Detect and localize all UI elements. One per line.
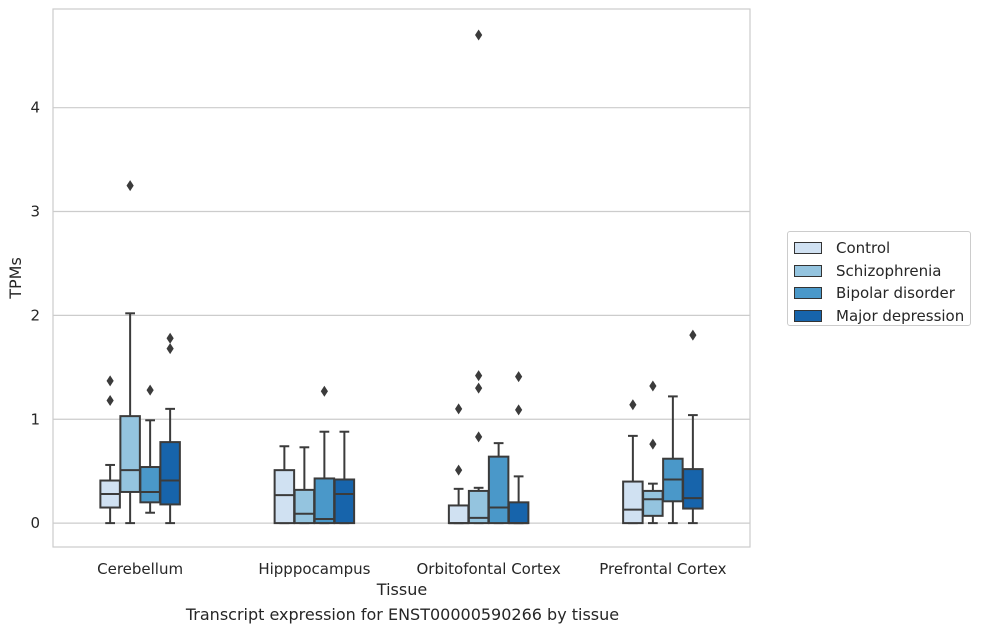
box-hipppocampus-schizophrenia	[293, 446, 316, 525]
y-axis-label: TPMs	[6, 257, 25, 300]
outlier-point	[475, 382, 483, 394]
outlier-point	[106, 395, 114, 407]
outlier-point	[106, 375, 114, 387]
y-tick-label-1: 1	[30, 410, 40, 428]
outlier-point	[649, 438, 657, 450]
box-orbitofontal-cortex-control	[447, 403, 470, 525]
iqr-box	[622, 480, 644, 525]
outlier-point	[166, 343, 174, 355]
outlier-point	[689, 329, 697, 341]
iqr-box	[159, 441, 181, 506]
legend-label-control: Control	[836, 239, 891, 258]
x-axis-ticks: Cerebellum Hipppocampus Orbitofontal Corte…	[97, 560, 726, 578]
y-axis-ticks: 0 1 2 3 4	[30, 99, 40, 532]
outlier-point	[515, 404, 523, 416]
box-cerebellum-control	[99, 375, 121, 525]
box-prefrontal-cortex-control	[622, 399, 644, 525]
y-tick-label-3: 3	[30, 203, 40, 221]
legend-item-schizophrenia: Schizophrenia	[794, 260, 970, 283]
iqr-box	[507, 501, 530, 525]
legend-swatch-bipolar-disorder	[794, 287, 822, 300]
box-orbitofontal-cortex-schizophrenia	[467, 29, 490, 525]
iqr-box	[487, 455, 510, 525]
box-orbitofontal-cortex-bipolar-disorder	[487, 442, 510, 525]
legend-swatch-major-depression	[794, 309, 822, 322]
legend-label-bipolar-disorder: Bipolar disorder	[836, 284, 955, 303]
x-tick-label-cerebellum: Cerebellum	[97, 560, 183, 578]
outlier-point	[475, 370, 483, 382]
box-hipppocampus-bipolar-disorder	[313, 385, 336, 525]
outlier-point	[475, 431, 483, 443]
outlier-point	[320, 385, 328, 397]
iqr-box	[139, 466, 161, 504]
iqr-box	[119, 415, 141, 493]
legend: Control Schizophrenia Bipolar disorder M…	[787, 231, 971, 326]
plot-frame	[52, 8, 751, 548]
y-tick-label-2: 2	[30, 306, 40, 324]
box-cerebellum-major-depression	[159, 332, 181, 525]
outlier-point	[649, 380, 657, 392]
box-hipppocampus-major-depression	[333, 430, 356, 525]
legend-label-schizophrenia: Schizophrenia	[836, 261, 942, 280]
box-cerebellum-bipolar-disorder	[139, 384, 161, 514]
box-hipppocampus-control	[273, 445, 296, 525]
chart-caption: Transcript expression for ENST0000059026…	[185, 605, 620, 624]
outlier-point	[166, 332, 174, 344]
box-prefrontal-cortex-schizophrenia	[642, 380, 664, 525]
iqr-box	[642, 489, 664, 517]
box-prefrontal-cortex-major-depression	[682, 329, 704, 525]
outlier-point	[455, 464, 463, 476]
box-groups	[99, 29, 704, 525]
y-tick-label-0: 0	[30, 514, 40, 532]
iqr-box	[333, 478, 356, 525]
box-prefrontal-cortex-bipolar-disorder	[662, 395, 684, 525]
outlier-point	[629, 399, 637, 411]
iqr-box	[313, 477, 336, 525]
iqr-box	[293, 488, 316, 525]
x-tick-label-hipppocampus: Hipppocampus	[258, 560, 370, 578]
legend-swatch-control	[794, 242, 822, 255]
outlier-point	[475, 29, 483, 41]
grid-lines	[53, 107, 750, 524]
y-tick-label-4: 4	[30, 99, 40, 117]
outlier-point	[126, 180, 134, 192]
legend-item-major-depression: Major depression	[794, 305, 970, 328]
box-orbitofontal-cortex-major-depression	[507, 371, 530, 525]
iqr-box	[273, 469, 296, 525]
outlier-point	[455, 403, 463, 415]
iqr-box	[682, 468, 704, 510]
legend-item-bipolar-disorder: Bipolar disorder	[794, 282, 970, 305]
iqr-box	[447, 504, 470, 525]
x-axis-label: Tissue	[376, 580, 427, 599]
legend-item-control: Control	[794, 237, 970, 260]
legend-label-major-depression: Major depression	[836, 306, 965, 325]
outlier-point	[515, 371, 523, 383]
outlier-point	[146, 384, 154, 396]
legend-swatch-schizophrenia	[794, 264, 822, 277]
x-tick-label-orbitofontal-cortex: Orbitofontal Cortex	[417, 560, 561, 578]
box-cerebellum-schizophrenia	[119, 180, 141, 525]
x-tick-label-prefrontal-cortex: Prefrontal Cortex	[599, 560, 726, 578]
